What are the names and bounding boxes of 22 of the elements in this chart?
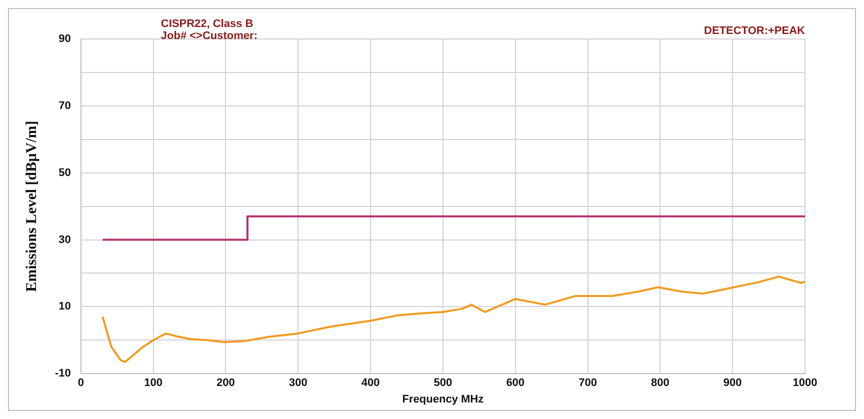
x-tick-label: 400: [361, 377, 380, 390]
y-tick-label: 90: [58, 33, 71, 46]
y-tick-label: 30: [58, 234, 71, 246]
y-tick-label: 70: [58, 100, 71, 112]
x-tick-label: 600: [506, 377, 525, 390]
x-tick-label: 200: [216, 377, 235, 390]
x-tick-label: 1000: [792, 377, 818, 390]
x-tick-label: 100: [144, 377, 162, 390]
y-tick-label: -10: [54, 368, 71, 380]
y-axis-title: Emissions Level [dBµV/m]: [24, 120, 40, 292]
y-tick-label: 10: [58, 300, 71, 313]
y-tick-label: 50: [58, 166, 71, 179]
annotation: Job# <>Customer:: [160, 30, 258, 42]
x-tick-label: 300: [288, 377, 308, 390]
text: DETECTOR:+PEAK: [704, 25, 806, 37]
text: CISPR22, Class B: [160, 18, 254, 30]
x-tick-label: 700: [578, 377, 597, 390]
x-axis-title: Frequency MHz: [402, 393, 484, 406]
x-tick-label: 800: [651, 377, 670, 390]
x-tick-label: 500: [434, 377, 452, 390]
x-tick-label: 900: [723, 377, 742, 390]
x-tick-label: 0: [78, 377, 84, 390]
